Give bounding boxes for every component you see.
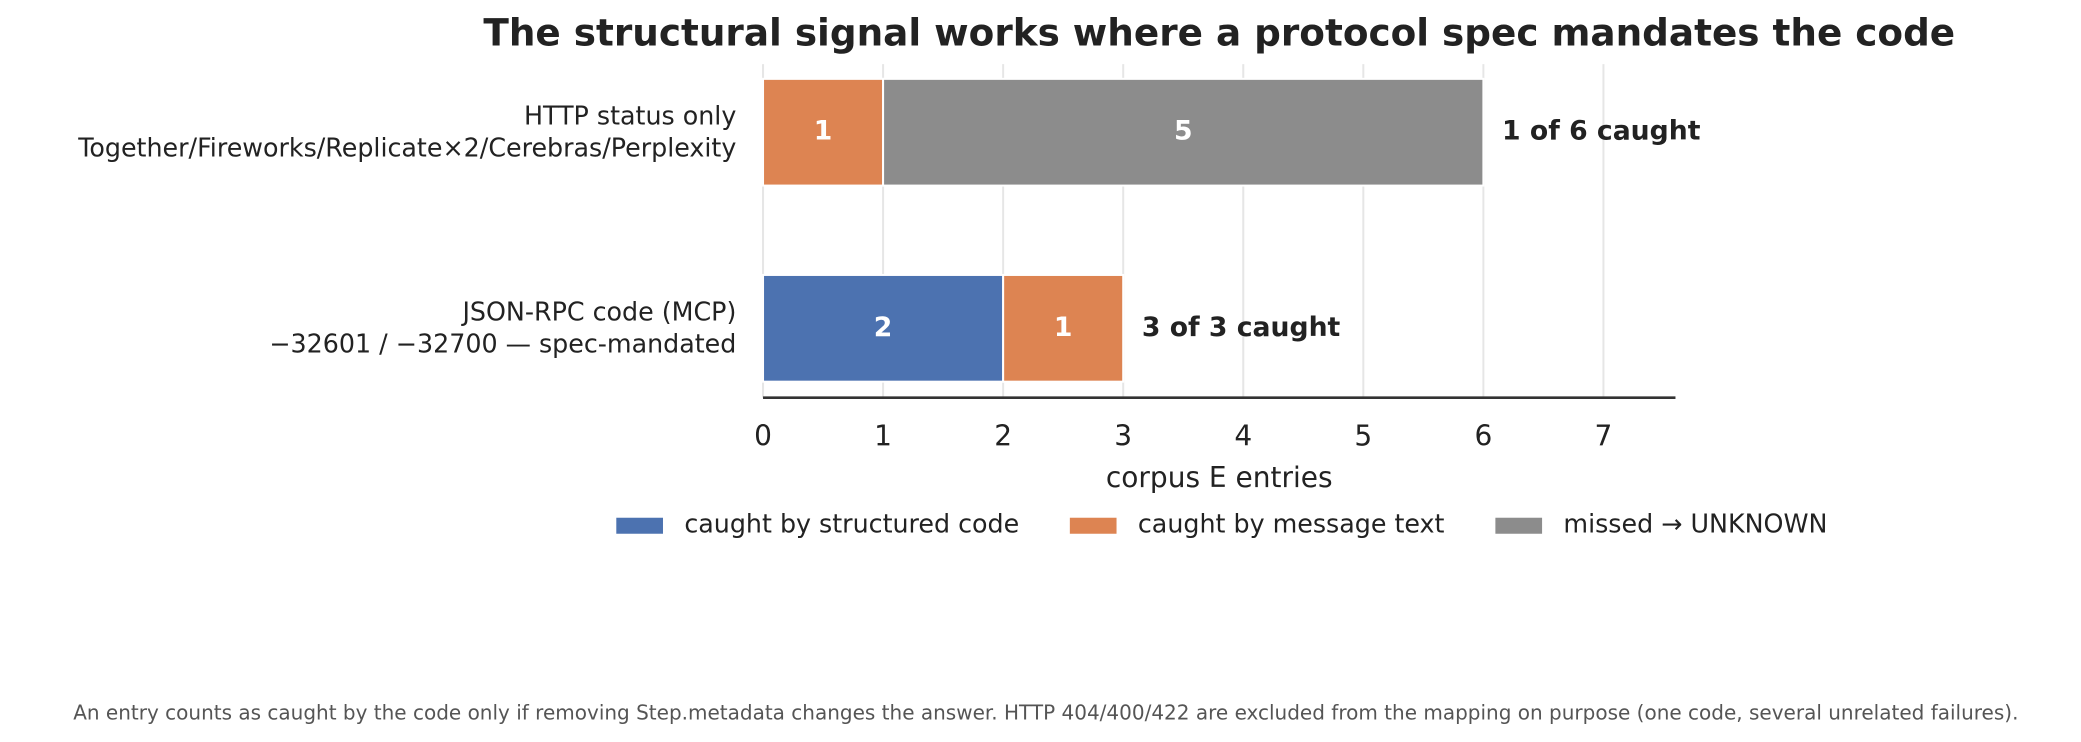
legend-swatch: [616, 517, 663, 534]
annotation: 1 of 6 caught: [1502, 116, 1701, 147]
x-tick-label: 5: [1354, 420, 1372, 453]
legend-swatch: [1069, 517, 1117, 534]
legend-swatch: [1495, 517, 1543, 534]
bar-segment: [1002, 273, 1125, 383]
data-label: 1: [814, 116, 833, 147]
x-tick-label: 2: [994, 420, 1012, 453]
x-tick-label: 1: [874, 420, 892, 453]
y-tick-label: JSON-RPC code (MCP): [460, 297, 736, 327]
y-tick-label: HTTP status only: [524, 101, 736, 131]
x-tick-label: 3: [1114, 420, 1132, 453]
x-tick-label: 7: [1595, 420, 1613, 453]
annotation: 3 of 3 caught: [1142, 312, 1341, 343]
bar-segment: [882, 77, 1485, 187]
bar-segment: [762, 77, 885, 187]
data-label: 5: [1174, 116, 1193, 147]
x-tick-label: 4: [1234, 420, 1252, 453]
x-axis-label: corpus E entries: [1106, 461, 1333, 494]
legend-label: caught by structured code: [684, 509, 1019, 539]
footnote: An entry counts as caught by the code on…: [73, 700, 2018, 724]
x-tick-label: 0: [754, 420, 772, 453]
y-tick-label: −32601 / −32700 — spec-mandated: [269, 329, 736, 359]
data-label: 1: [1054, 312, 1073, 343]
y-tick-label: Together/Fireworks/Replicate×2/Cerebras/…: [77, 133, 736, 163]
data-label: 2: [874, 312, 893, 343]
x-tick-label: 6: [1474, 420, 1492, 453]
legend-label: missed → UNKNOWN: [1563, 509, 1827, 539]
chart-title: The structural signal works where a prot…: [483, 10, 1955, 54]
legend-label: caught by message text: [1138, 509, 1445, 539]
